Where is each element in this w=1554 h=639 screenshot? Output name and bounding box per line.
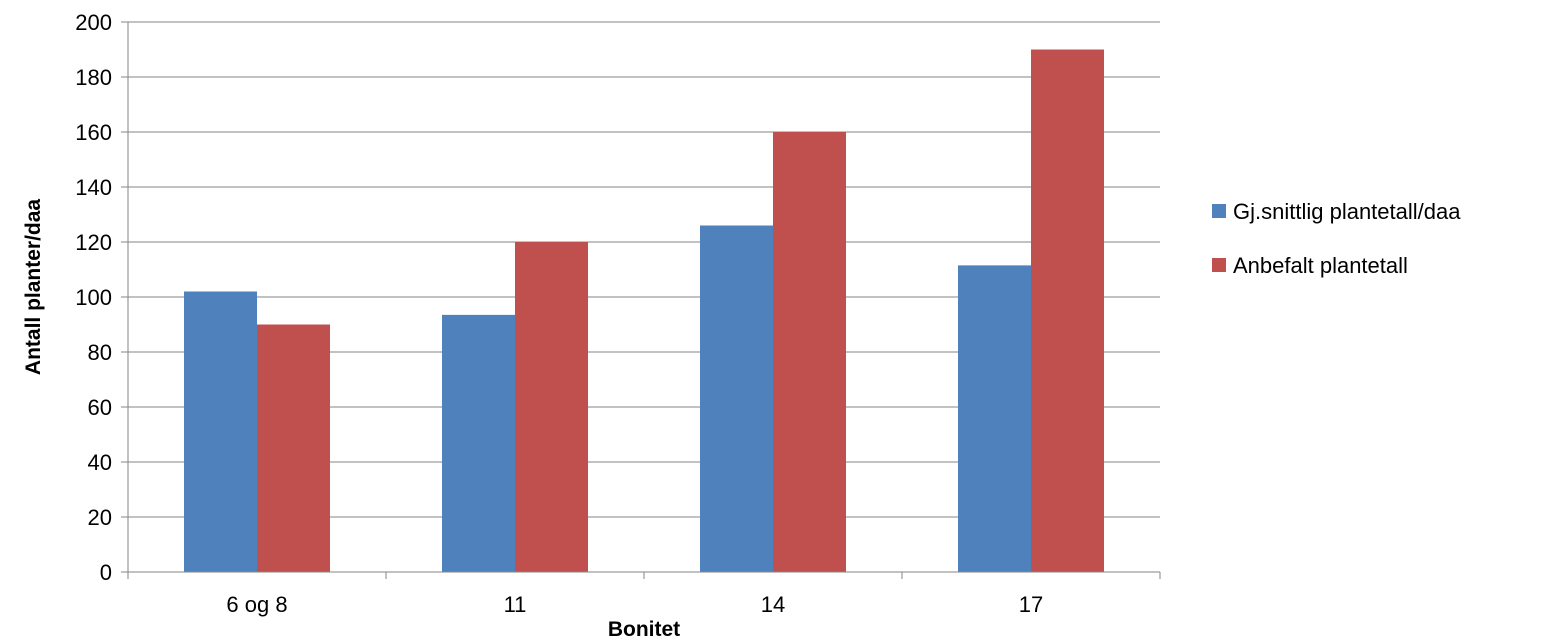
- bar: [257, 324, 330, 572]
- x-tick-label: 17: [1019, 592, 1043, 617]
- y-tick-label: 120: [75, 230, 112, 255]
- legend: Gj.snittlig plantetall/daa Anbefalt plan…: [1212, 199, 1461, 278]
- bar: [1031, 49, 1104, 572]
- x-tick-label: 11: [504, 592, 527, 617]
- legend-item: Gj.snittlig plantetall/daa: [1212, 199, 1461, 224]
- y-tick-label: 60: [88, 395, 112, 420]
- y-tick-label: 40: [88, 450, 112, 475]
- legend-swatch: [1212, 258, 1226, 272]
- axes: [127, 22, 1160, 573]
- y-tick-label: 200: [75, 10, 112, 35]
- y-tick-labels: 0 20 40 60 80 100 120 140 160 180 200: [75, 10, 112, 585]
- y-tick-label: 100: [75, 285, 112, 310]
- y-tick-label: 180: [75, 65, 112, 90]
- bar: [700, 225, 773, 572]
- bar: [184, 291, 257, 572]
- y-tick-label: 140: [75, 175, 112, 200]
- x-tick-labels: 6 og 8 11 14 17: [226, 592, 1043, 617]
- bar: [515, 242, 588, 572]
- y-tick-label: 160: [75, 120, 112, 145]
- bar: [773, 132, 846, 572]
- legend-label: Anbefalt plantetall: [1233, 253, 1408, 278]
- y-tick-label: 20: [88, 505, 112, 530]
- y-axis-title: Antall planter/daa: [22, 199, 45, 376]
- legend-swatch: [1212, 204, 1226, 218]
- legend-item: Anbefalt plantetall: [1212, 253, 1408, 278]
- x-tick-label: 6 og 8: [226, 592, 287, 617]
- bar: [442, 314, 515, 572]
- x-tick-label: 14: [761, 592, 785, 617]
- y-tick-label: 0: [100, 560, 112, 585]
- x-axis-title: Bonitet: [608, 618, 680, 639]
- legend-label: Gj.snittlig plantetall/daa: [1233, 199, 1461, 224]
- bar: [958, 265, 1031, 572]
- bars: [184, 49, 1104, 572]
- y-tick-label: 80: [88, 340, 112, 365]
